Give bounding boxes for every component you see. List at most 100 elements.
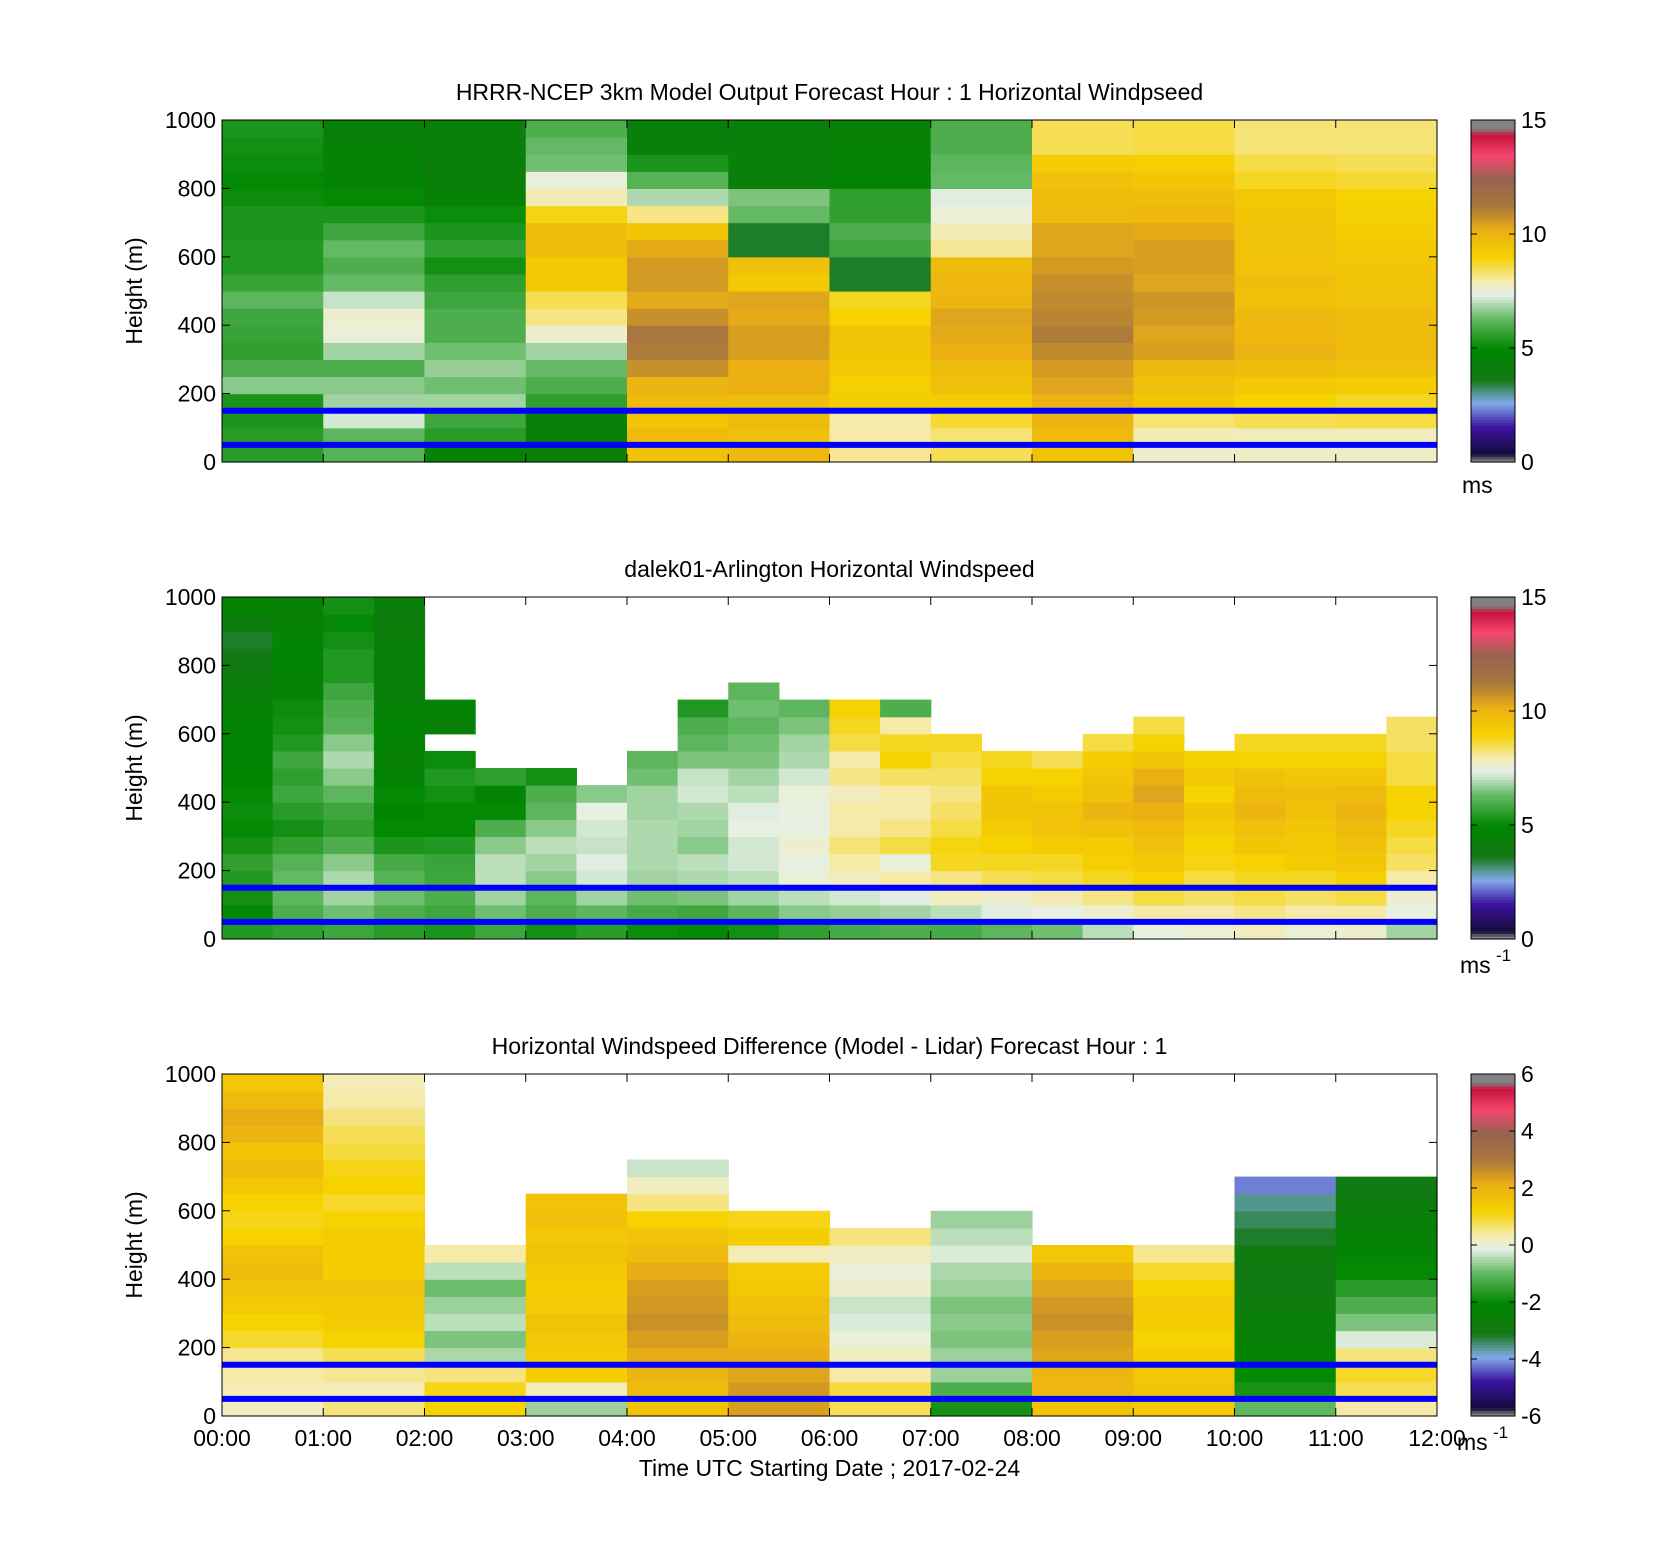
- heatmap-cell: [525, 853, 577, 872]
- heatmap-cell: [424, 1279, 527, 1297]
- colorbar-segment: [1471, 157, 1515, 161]
- heatmap-cell: [1335, 1313, 1438, 1332]
- heatmap-cell: [728, 222, 831, 241]
- heatmap-cell: [1183, 802, 1236, 820]
- colorbar-segment: [1471, 439, 1515, 443]
- heatmap-cell: [880, 785, 932, 803]
- heatmap-cell: [323, 1108, 426, 1126]
- heatmap-cell: [525, 1398, 628, 1417]
- heatmap-cell: [1032, 444, 1134, 463]
- colorbar-segment: [1471, 884, 1515, 889]
- heatmap-cell: [1082, 887, 1134, 906]
- heatmap-cell: [424, 1347, 527, 1366]
- heatmap-cell: [829, 1227, 932, 1246]
- heatmap-cell: [576, 904, 628, 923]
- x-tick-label: 09:00: [1104, 1425, 1162, 1451]
- heatmap-cell: [222, 1125, 324, 1143]
- heatmap-cell: [525, 256, 628, 275]
- colorbar-segment: [1471, 688, 1515, 692]
- colorbar-segment: [1471, 722, 1515, 726]
- heatmap-cell: [1032, 256, 1134, 275]
- colorbar-segment: [1471, 1302, 1515, 1306]
- heatmap-cell: [728, 427, 831, 446]
- colorbar-segment: [1471, 242, 1515, 246]
- heatmap-cell: [1335, 802, 1387, 820]
- heatmap-cell: [272, 699, 324, 718]
- colorbar-segment: [1471, 910, 1515, 914]
- colorbar-segment: [1471, 676, 1515, 681]
- heatmap-cell: [1133, 1330, 1236, 1349]
- heatmap-cell: [981, 802, 1033, 820]
- colorbar-segment: [1471, 427, 1515, 432]
- heatmap-cell: [373, 665, 426, 684]
- heatmap-cell: [424, 768, 476, 786]
- heatmap-cell: [1082, 836, 1134, 855]
- colorbar-segment: [1471, 725, 1515, 729]
- heatmap-cell: [880, 716, 932, 735]
- heatmap-cell: [627, 853, 679, 872]
- heatmap-cell: [677, 716, 729, 735]
- heatmap-cell: [1335, 1210, 1438, 1229]
- colorbar-segment: [1471, 1188, 1515, 1192]
- heatmap-cell: [1335, 836, 1387, 855]
- heatmap-cell: [1335, 427, 1438, 446]
- colorbar-segment: [1471, 1210, 1515, 1215]
- colorbar-segment: [1471, 1179, 1515, 1183]
- heatmap-cell: [525, 359, 628, 378]
- heatmap-cell: [373, 699, 426, 718]
- colorbar-segment: [1471, 1413, 1515, 1417]
- heatmap-cell: [728, 444, 831, 463]
- heatmap-cell: [424, 205, 527, 224]
- colorbar-segment: [1471, 1173, 1515, 1178]
- colorbar-segment: [1471, 1307, 1515, 1312]
- colorbar-segment: [1471, 711, 1515, 715]
- colorbar-segment: [1471, 137, 1515, 141]
- heatmap-cell: [1335, 785, 1387, 803]
- heatmap-cell: [930, 239, 1033, 258]
- heatmap-cell: [627, 239, 729, 258]
- heatmap-cell: [1234, 342, 1337, 360]
- heatmap-cell: [728, 1245, 831, 1263]
- heatmap-cell: [475, 802, 527, 820]
- colorbar-segment: [1471, 611, 1515, 615]
- heatmap-cell: [222, 256, 324, 275]
- colorbar-segment: [1471, 1390, 1515, 1394]
- colorbar-tick-label: 0: [1521, 449, 1534, 475]
- colorbar-segment: [1471, 762, 1515, 766]
- colorbar-segment: [1471, 456, 1515, 460]
- y-tick-label: 0: [203, 926, 216, 952]
- colorbar-segment: [1471, 1074, 1515, 1078]
- heatmap-cell: [272, 802, 324, 820]
- colorbar-segment: [1471, 748, 1515, 752]
- heatmap-cell: [1133, 785, 1185, 803]
- heatmap-cell: [829, 870, 881, 889]
- heatmap-cell: [323, 376, 426, 395]
- colorbar-unit-exponent: -1: [1496, 946, 1511, 965]
- colorbar-segment: [1471, 402, 1515, 406]
- heatmap-cell: [627, 802, 679, 820]
- heatmap-cell: [424, 154, 527, 172]
- heatmap-cell: [829, 1279, 932, 1297]
- heatmap-cell: [1335, 273, 1438, 292]
- heatmap-cell: [323, 1262, 426, 1280]
- heatmap-cell: [525, 427, 628, 446]
- heatmap-cell: [424, 836, 476, 855]
- colorbar-segment: [1471, 765, 1515, 769]
- heatmap-cell: [1335, 444, 1438, 463]
- heatmap-cell: [1133, 870, 1185, 889]
- heatmap-cell: [728, 256, 831, 275]
- colorbar-segment: [1471, 796, 1515, 800]
- heatmap-cell: [1082, 921, 1134, 940]
- colorbar-tick-label: 2: [1521, 1175, 1534, 1201]
- heatmap-cell: [424, 802, 476, 820]
- heatmap-cell: [778, 921, 831, 940]
- colorbar-segment: [1471, 654, 1515, 658]
- heatmap-cell: [323, 716, 375, 735]
- heatmap-cell: [829, 393, 932, 412]
- heatmap-cell: [222, 836, 274, 855]
- heatmap-cell: [1133, 376, 1236, 395]
- heatmap-cell: [424, 904, 476, 923]
- heatmap-cell: [1133, 154, 1236, 172]
- heatmap-cell: [829, 768, 881, 786]
- heatmap-cell: [1335, 1245, 1438, 1263]
